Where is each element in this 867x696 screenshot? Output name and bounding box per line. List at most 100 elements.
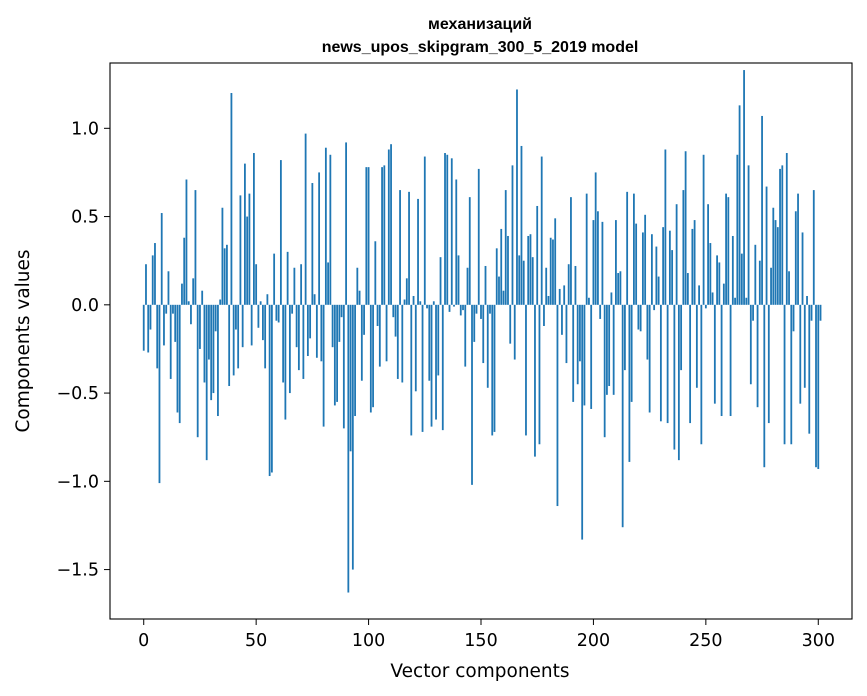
x-tick-label: 200: [577, 631, 610, 651]
bar-194: [579, 304, 581, 362]
bar-3: [149, 304, 152, 330]
bar-179: [545, 267, 548, 305]
bar-131: [437, 304, 440, 376]
y-tick-label: −1.5: [57, 561, 100, 581]
bar-28: [205, 304, 208, 461]
bar-89: [342, 304, 345, 429]
bar-185: [558, 288, 561, 305]
bar-149: [477, 168, 480, 305]
bar-36: [223, 248, 226, 305]
bar-71: [302, 304, 305, 379]
bar-51: [257, 304, 260, 328]
bar-221: [639, 304, 642, 332]
bar-190: [570, 197, 572, 305]
bar-160: [502, 290, 505, 305]
bar-74: [309, 304, 312, 339]
bar-128: [430, 304, 433, 427]
bar-121: [414, 304, 417, 392]
bar-64: [286, 251, 289, 305]
bar-2: [147, 304, 150, 353]
bar-248: [700, 304, 703, 445]
bar-141: [459, 304, 462, 316]
bar-285: [783, 304, 786, 445]
bar-44: [241, 304, 244, 348]
bar-299: [815, 304, 817, 468]
bar-204: [601, 221, 604, 305]
bar-66: [291, 304, 294, 314]
bar-81: [324, 147, 327, 305]
bar-26: [201, 290, 204, 305]
bar-50: [255, 264, 258, 305]
bar-95: [356, 267, 359, 305]
bar-130: [435, 304, 437, 420]
bar-256: [718, 262, 721, 305]
bar-82: [327, 262, 329, 305]
bar-174: [534, 304, 536, 457]
bar-273: [756, 304, 759, 408]
bar-257: [720, 304, 723, 417]
bar-159: [500, 228, 503, 305]
bar-68: [295, 304, 298, 348]
bar-58: [273, 253, 276, 305]
bar-88: [340, 304, 343, 318]
bar-13: [172, 304, 174, 314]
bar-295: [806, 295, 808, 305]
bar-236: [673, 304, 676, 450]
bar-117: [405, 278, 408, 305]
bar-235: [671, 250, 674, 305]
bar-102: [372, 304, 374, 408]
bar-136: [448, 304, 451, 312]
bar-96: [358, 290, 361, 305]
bar-280: [772, 207, 775, 305]
bar-162: [507, 235, 509, 305]
bar-142: [462, 304, 464, 311]
bar-216: [628, 304, 631, 462]
bar-23: [194, 190, 197, 305]
bar-270: [749, 304, 752, 385]
bar-224: [646, 304, 649, 360]
plot-frame: [109, 62, 853, 620]
bar-243: [689, 304, 692, 424]
bar-113: [396, 304, 399, 379]
bar-69: [297, 304, 300, 371]
bar-59: [275, 304, 278, 321]
bar-103: [374, 241, 377, 305]
bar-249: [702, 154, 705, 305]
bar-79: [320, 304, 323, 362]
bar-19: [185, 179, 188, 305]
bar-165: [513, 304, 516, 360]
bar-15: [176, 304, 179, 413]
bar-184: [556, 304, 559, 507]
bar-43: [239, 195, 242, 305]
bar-278: [767, 304, 770, 424]
bar-92: [349, 304, 352, 452]
bar-284: [781, 165, 784, 305]
bar-175: [536, 205, 539, 305]
bar-115: [401, 304, 404, 383]
bar-54: [264, 304, 267, 369]
bar-263: [734, 297, 736, 305]
bar-107: [383, 165, 386, 305]
bar-261: [729, 304, 732, 417]
bar-247: [698, 285, 700, 305]
bar-78: [318, 172, 321, 305]
x-tick-label: 100: [352, 631, 385, 651]
bar-10: [165, 304, 168, 314]
bar-163: [509, 304, 512, 344]
bar-183: [554, 218, 557, 305]
bar-55: [266, 294, 269, 305]
bar-156: [493, 304, 496, 432]
bar-85: [333, 304, 336, 406]
bar-75: [311, 183, 314, 305]
bar-12: [169, 304, 172, 379]
bar-7: [158, 304, 161, 484]
bar-53: [262, 304, 264, 341]
bar-22: [192, 278, 195, 305]
bar-286: [785, 153, 788, 305]
bar-242: [686, 273, 689, 305]
bar-104: [376, 304, 379, 326]
bar-213: [621, 304, 624, 528]
bar-125: [423, 156, 426, 305]
bar-167: [518, 255, 521, 305]
bar-210: [615, 220, 617, 305]
